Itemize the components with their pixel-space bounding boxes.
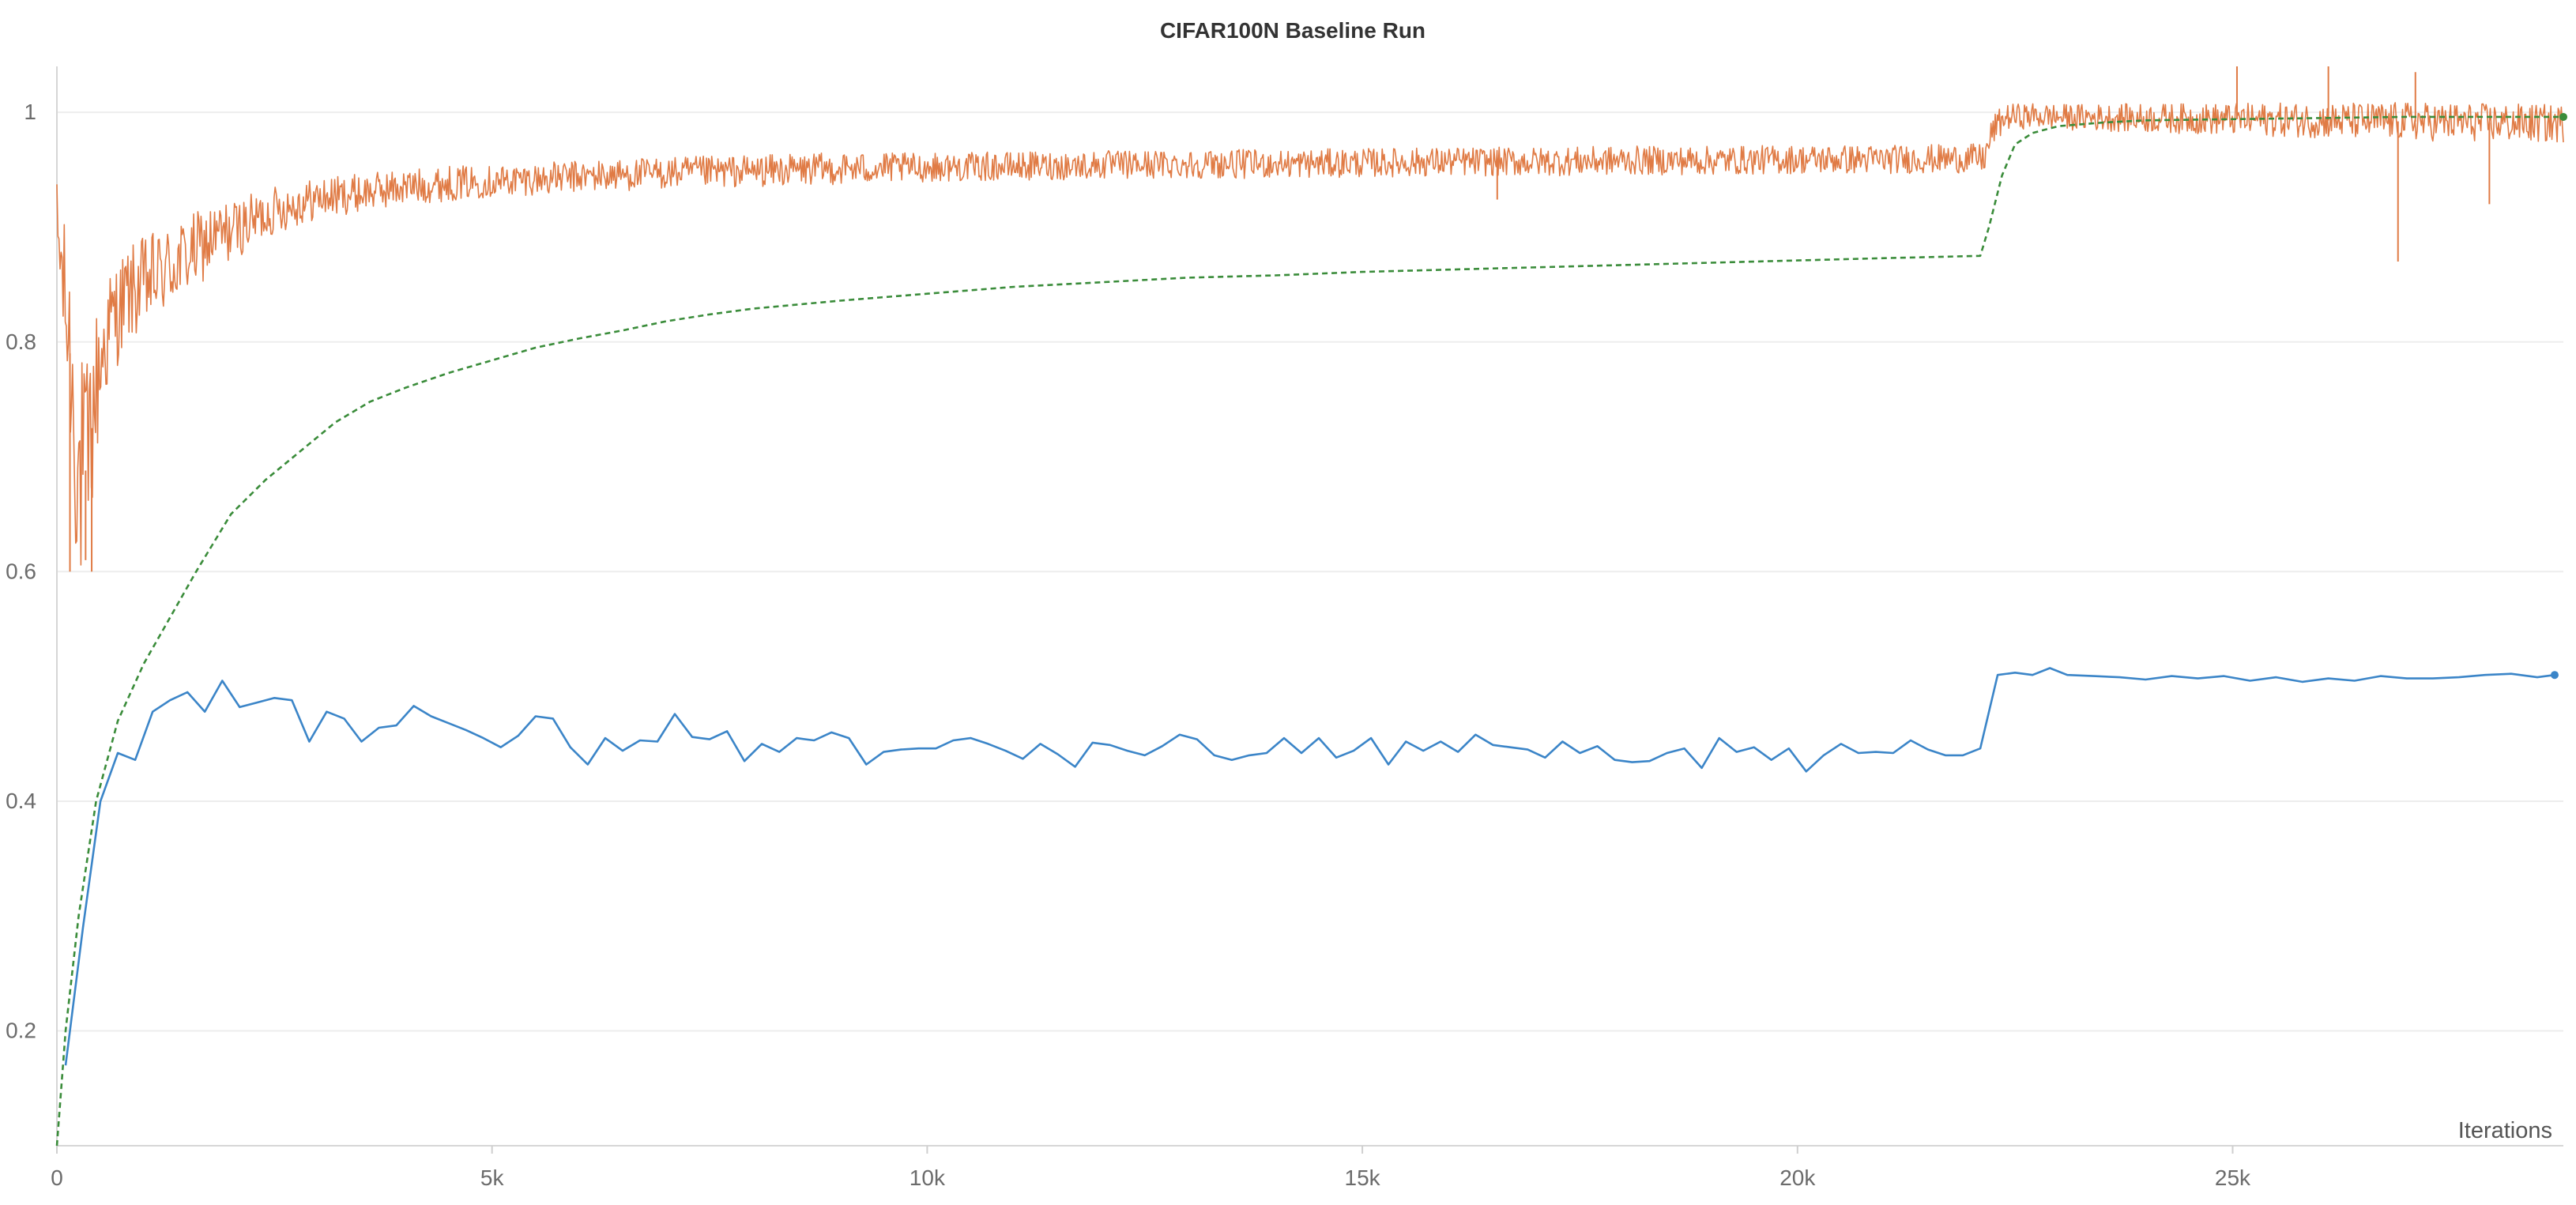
- gridlines: [57, 111, 2563, 1032]
- x-tick-label: 25k: [2215, 1165, 2251, 1190]
- series-end-marker: [2559, 112, 2567, 121]
- y-tick-label: 0.2: [6, 1019, 36, 1043]
- y-tick-label: 0.4: [6, 789, 36, 813]
- chart-title: CIFAR100N Baseline Run: [1160, 18, 1425, 43]
- x-tick-label: 15k: [1345, 1165, 1381, 1190]
- series-line-dashed: [55, 115, 2563, 1147]
- y-tick-label: 0.6: [6, 559, 36, 583]
- x-tick-label: 0: [51, 1165, 63, 1190]
- series-end-marker: [2550, 671, 2559, 680]
- y-tick-label: 1: [24, 100, 36, 124]
- x-tick-label: 5k: [480, 1165, 505, 1190]
- series-lines: [55, 66, 2567, 1147]
- y-tick-label: 0.8: [6, 329, 36, 354]
- x-axis-label: Iterations: [2458, 1118, 2552, 1143]
- axes: [56, 66, 2563, 1154]
- series-line-noisy: [56, 102, 2564, 566]
- x-tick-label: 10k: [910, 1165, 946, 1190]
- series-line-solid: [64, 667, 2555, 1066]
- tick-labels: 0.2 0.4 0.6 0.8 1 0 5k 10k 15k 20k 25k: [6, 100, 2251, 1190]
- x-tick-label: 20k: [1779, 1165, 1816, 1190]
